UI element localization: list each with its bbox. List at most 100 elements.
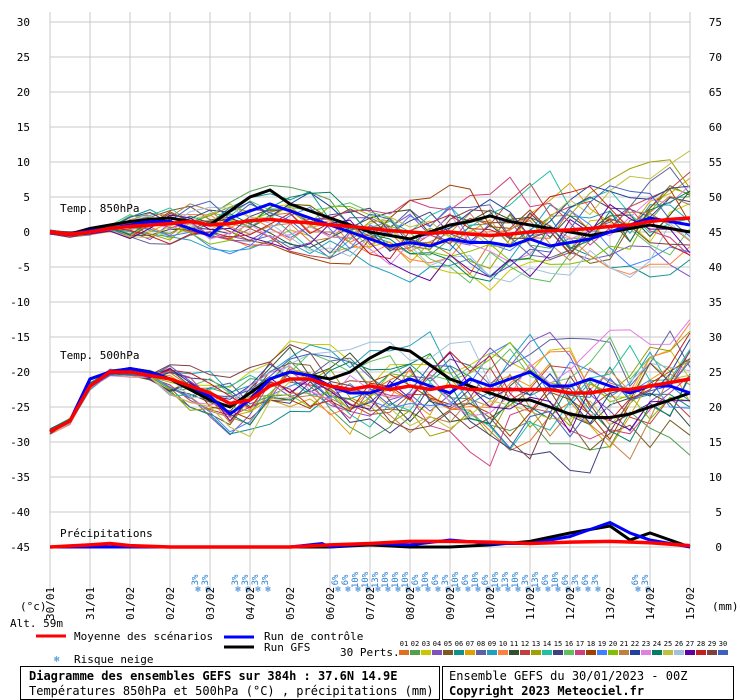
pert-number: 24 [653, 640, 661, 648]
pert-number: 01 [400, 640, 408, 648]
snow-risk-pct: 13% [501, 571, 511, 588]
series-line-850 [49, 202, 691, 248]
right-tick-label: 15 [709, 436, 722, 449]
date-tick-label: 05/02 [284, 587, 297, 620]
snow-risk-row: 3%❄3%❄3%❄3%❄3%❄3%❄6%❄6%❄10%❄10%❄13%❄10%❄… [191, 571, 651, 595]
left-tick-label: -45 [10, 541, 30, 554]
snowflake-icon: ❄ [255, 585, 261, 595]
right-tick-label: 55 [709, 156, 722, 169]
pert-color-swatch [608, 650, 618, 655]
pert-number: 30 [719, 640, 727, 648]
pert-number: 29 [708, 640, 716, 648]
footer-left-box: Diagramme des ensembles GEFS sur 384h : … [20, 666, 440, 700]
pert-color-swatch [476, 650, 486, 655]
ensemble-member-line [49, 352, 691, 443]
ensemble-member-line [49, 204, 691, 283]
pert-color-swatch [685, 650, 695, 655]
snowflake-icon: ❄ [335, 585, 341, 595]
right-tick-label: 75 [709, 16, 722, 29]
pert-number: 21 [620, 640, 628, 648]
snowflake-icon: ❄ [405, 585, 411, 595]
pert-number: 28 [697, 640, 705, 648]
pert-number: 15 [554, 640, 562, 648]
date-tick-label: 01/02 [124, 587, 137, 620]
left-tick-label: 5 [23, 191, 30, 204]
ensemble-member-line [50, 204, 691, 267]
snow-risk-pct: 3% [251, 574, 261, 585]
pert-number: 17 [576, 640, 584, 648]
date-tick-label: 09/02 [444, 587, 457, 620]
left-tick-label: 25 [17, 51, 30, 64]
snow-risk-pct: 10% [361, 571, 371, 588]
snow-risk-pct: 6% [541, 574, 551, 585]
date-tick-label: 07/02 [364, 587, 377, 620]
snowflake-icon: ❄ [345, 585, 351, 595]
ensemble-member-line [49, 344, 691, 460]
snow-risk-pct: 6% [481, 574, 491, 585]
right-tick-label: 5 [715, 506, 722, 519]
pert-color-swatch [465, 650, 475, 655]
left-tick-label: -5 [17, 261, 30, 274]
left-tick-label: -20 [10, 366, 30, 379]
snow-risk-pct: 3% [591, 574, 601, 585]
date-tick-label: 13/02 [604, 587, 617, 620]
snow-risk-pct: 3% [191, 574, 201, 585]
date-tick-label: 30/01 [44, 587, 57, 620]
ensemble-member-line [49, 150, 691, 247]
right-tick-label: 60 [709, 121, 722, 134]
pert-number: 12 [521, 640, 529, 648]
left-tick-label: -35 [10, 471, 30, 484]
right-tick-label: 10 [709, 471, 722, 484]
pert-color-swatch [443, 650, 453, 655]
snow-risk-pct: 6% [631, 574, 641, 585]
pert-number: 18 [587, 640, 595, 648]
pert-color-swatch [586, 650, 596, 655]
pert-number: 06 [455, 640, 463, 648]
pert-color-swatch [575, 650, 585, 655]
pert-color-swatch [663, 650, 673, 655]
snowflake-icon: ❄ [495, 585, 501, 595]
right-tick-label: 20 [709, 401, 722, 414]
snowflake-icon: ❄ [505, 585, 511, 595]
snow-risk-pct: 3% [521, 574, 531, 585]
pert-color-swatch [432, 650, 442, 655]
date-tick-label: 06/02 [324, 587, 337, 620]
pert-color-swatch [421, 650, 431, 655]
date-tick-label: 10/02 [484, 587, 497, 620]
date-tick-label: 03/02 [204, 587, 217, 620]
pert-color-swatch [718, 650, 728, 655]
snowflake-icon: ❄ [535, 585, 541, 595]
date-tick-label: 02/02 [164, 587, 177, 620]
snowflake-icon: ❄ [545, 585, 551, 595]
pert-color-swatch [619, 650, 629, 655]
pert-number: 03 [422, 640, 430, 648]
snowflake-icon: ❄ [245, 585, 251, 595]
pert-number: 23 [642, 640, 650, 648]
snow-risk-pct: 3% [201, 574, 211, 585]
pert-color-swatch [564, 650, 574, 655]
pert-color-swatch [674, 650, 684, 655]
run-info: Ensemble GEFS du 30/01/2023 - 00Z [449, 669, 688, 683]
snow-risk-pct: 10% [551, 571, 561, 588]
series-line-500 [49, 366, 691, 433]
snowflake-icon: ❄ [445, 585, 451, 595]
pert-number: 07 [466, 640, 474, 648]
snowflake-icon: ❄ [385, 585, 391, 595]
panel-label: Précipitations [60, 527, 153, 540]
right-tick-label: 0 [715, 541, 722, 554]
left-tick-label: -10 [10, 296, 30, 309]
panel-label: Temp. 500hPa [60, 349, 139, 362]
pert-number: 13 [532, 640, 540, 648]
pert-number: 20 [609, 640, 617, 648]
legend-perts-label: 30 Perts. [340, 646, 400, 659]
snow-risk-pct: 3% [241, 574, 251, 585]
series-line-850 [49, 216, 691, 238]
pert-color-swatch [498, 650, 508, 655]
snowflake-icon: ❄ [425, 585, 431, 595]
series-line-850 [49, 188, 691, 241]
legend: Alt. 59m Moyenne des scénarios Run de cont… [10, 617, 728, 666]
date-tick-label: 08/02 [404, 587, 417, 620]
chart-grid [49, 12, 691, 598]
date-tick-label: 04/02 [244, 587, 257, 620]
